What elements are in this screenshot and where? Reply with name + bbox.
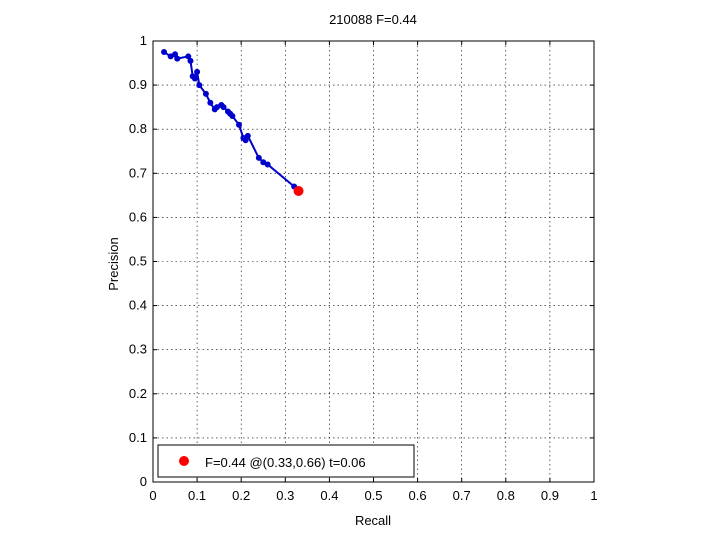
y-tick-label: 0.2 bbox=[129, 386, 147, 401]
pr-curve-point bbox=[161, 49, 168, 56]
pr-curve-point bbox=[194, 68, 201, 75]
optimal-f-point bbox=[293, 185, 304, 196]
y-tick-label: 0.5 bbox=[129, 254, 147, 269]
y-tick-label: 0 bbox=[140, 474, 147, 489]
x-tick-label: 0.7 bbox=[453, 488, 471, 503]
x-tick-label: 0.1 bbox=[188, 488, 206, 503]
grid bbox=[153, 41, 594, 482]
y-tick-label: 0.4 bbox=[129, 298, 147, 313]
x-tick-label: 0.8 bbox=[497, 488, 515, 503]
pr-curve-point bbox=[220, 104, 227, 111]
pr-curve-point bbox=[191, 75, 198, 82]
x-tick-label: 0.3 bbox=[276, 488, 294, 503]
y-tick-label: 0.9 bbox=[129, 77, 147, 92]
y-tick-label: 0.1 bbox=[129, 430, 147, 445]
y-tick-label: 0.8 bbox=[129, 121, 147, 136]
pr-curve-point bbox=[235, 121, 242, 128]
pr-curve-point bbox=[229, 112, 236, 119]
x-tick-label: 0.5 bbox=[364, 488, 382, 503]
y-axis-label: Precision bbox=[106, 237, 121, 290]
chart-title: 210088 F=0.44 bbox=[329, 12, 417, 27]
pr-curve-point bbox=[202, 90, 209, 97]
y-tick-label: 0.6 bbox=[129, 209, 147, 224]
legend: F=0.44 @(0.33,0.66) t=0.06 bbox=[157, 444, 415, 478]
x-tick-label: 0.9 bbox=[541, 488, 559, 503]
pr-curve-point bbox=[174, 55, 181, 62]
pr-curve-point bbox=[207, 99, 214, 106]
pr-curve-point bbox=[264, 161, 271, 168]
x-tick-label: 1 bbox=[590, 488, 597, 503]
legend-label: F=0.44 @(0.33,0.66) t=0.06 bbox=[205, 455, 366, 470]
legend-box bbox=[157, 444, 415, 478]
x-tick-label: 0.2 bbox=[232, 488, 250, 503]
pr-curve-point bbox=[187, 57, 194, 64]
y-tick-label: 0.7 bbox=[129, 165, 147, 180]
pr-curve-point bbox=[196, 82, 203, 89]
pr-curve-point bbox=[244, 132, 251, 139]
y-tick-label: 1 bbox=[140, 33, 147, 48]
y-tick-label: 0.3 bbox=[129, 342, 147, 357]
x-tick-label: 0.6 bbox=[409, 488, 427, 503]
x-tick-label: 0.4 bbox=[320, 488, 338, 503]
x-tick-label: 0 bbox=[149, 488, 156, 503]
x-axis-label: Recall bbox=[355, 513, 391, 528]
pr-curve-point bbox=[255, 154, 262, 161]
legend-marker bbox=[179, 456, 189, 466]
axis-ticks: 0 0.1 0.2 0.3 0.4 0.5 0.6 0.7 0.8 0.9 1 0 0.1 0.2 0.3 0… bbox=[129, 33, 598, 503]
series-layer bbox=[161, 49, 304, 196]
